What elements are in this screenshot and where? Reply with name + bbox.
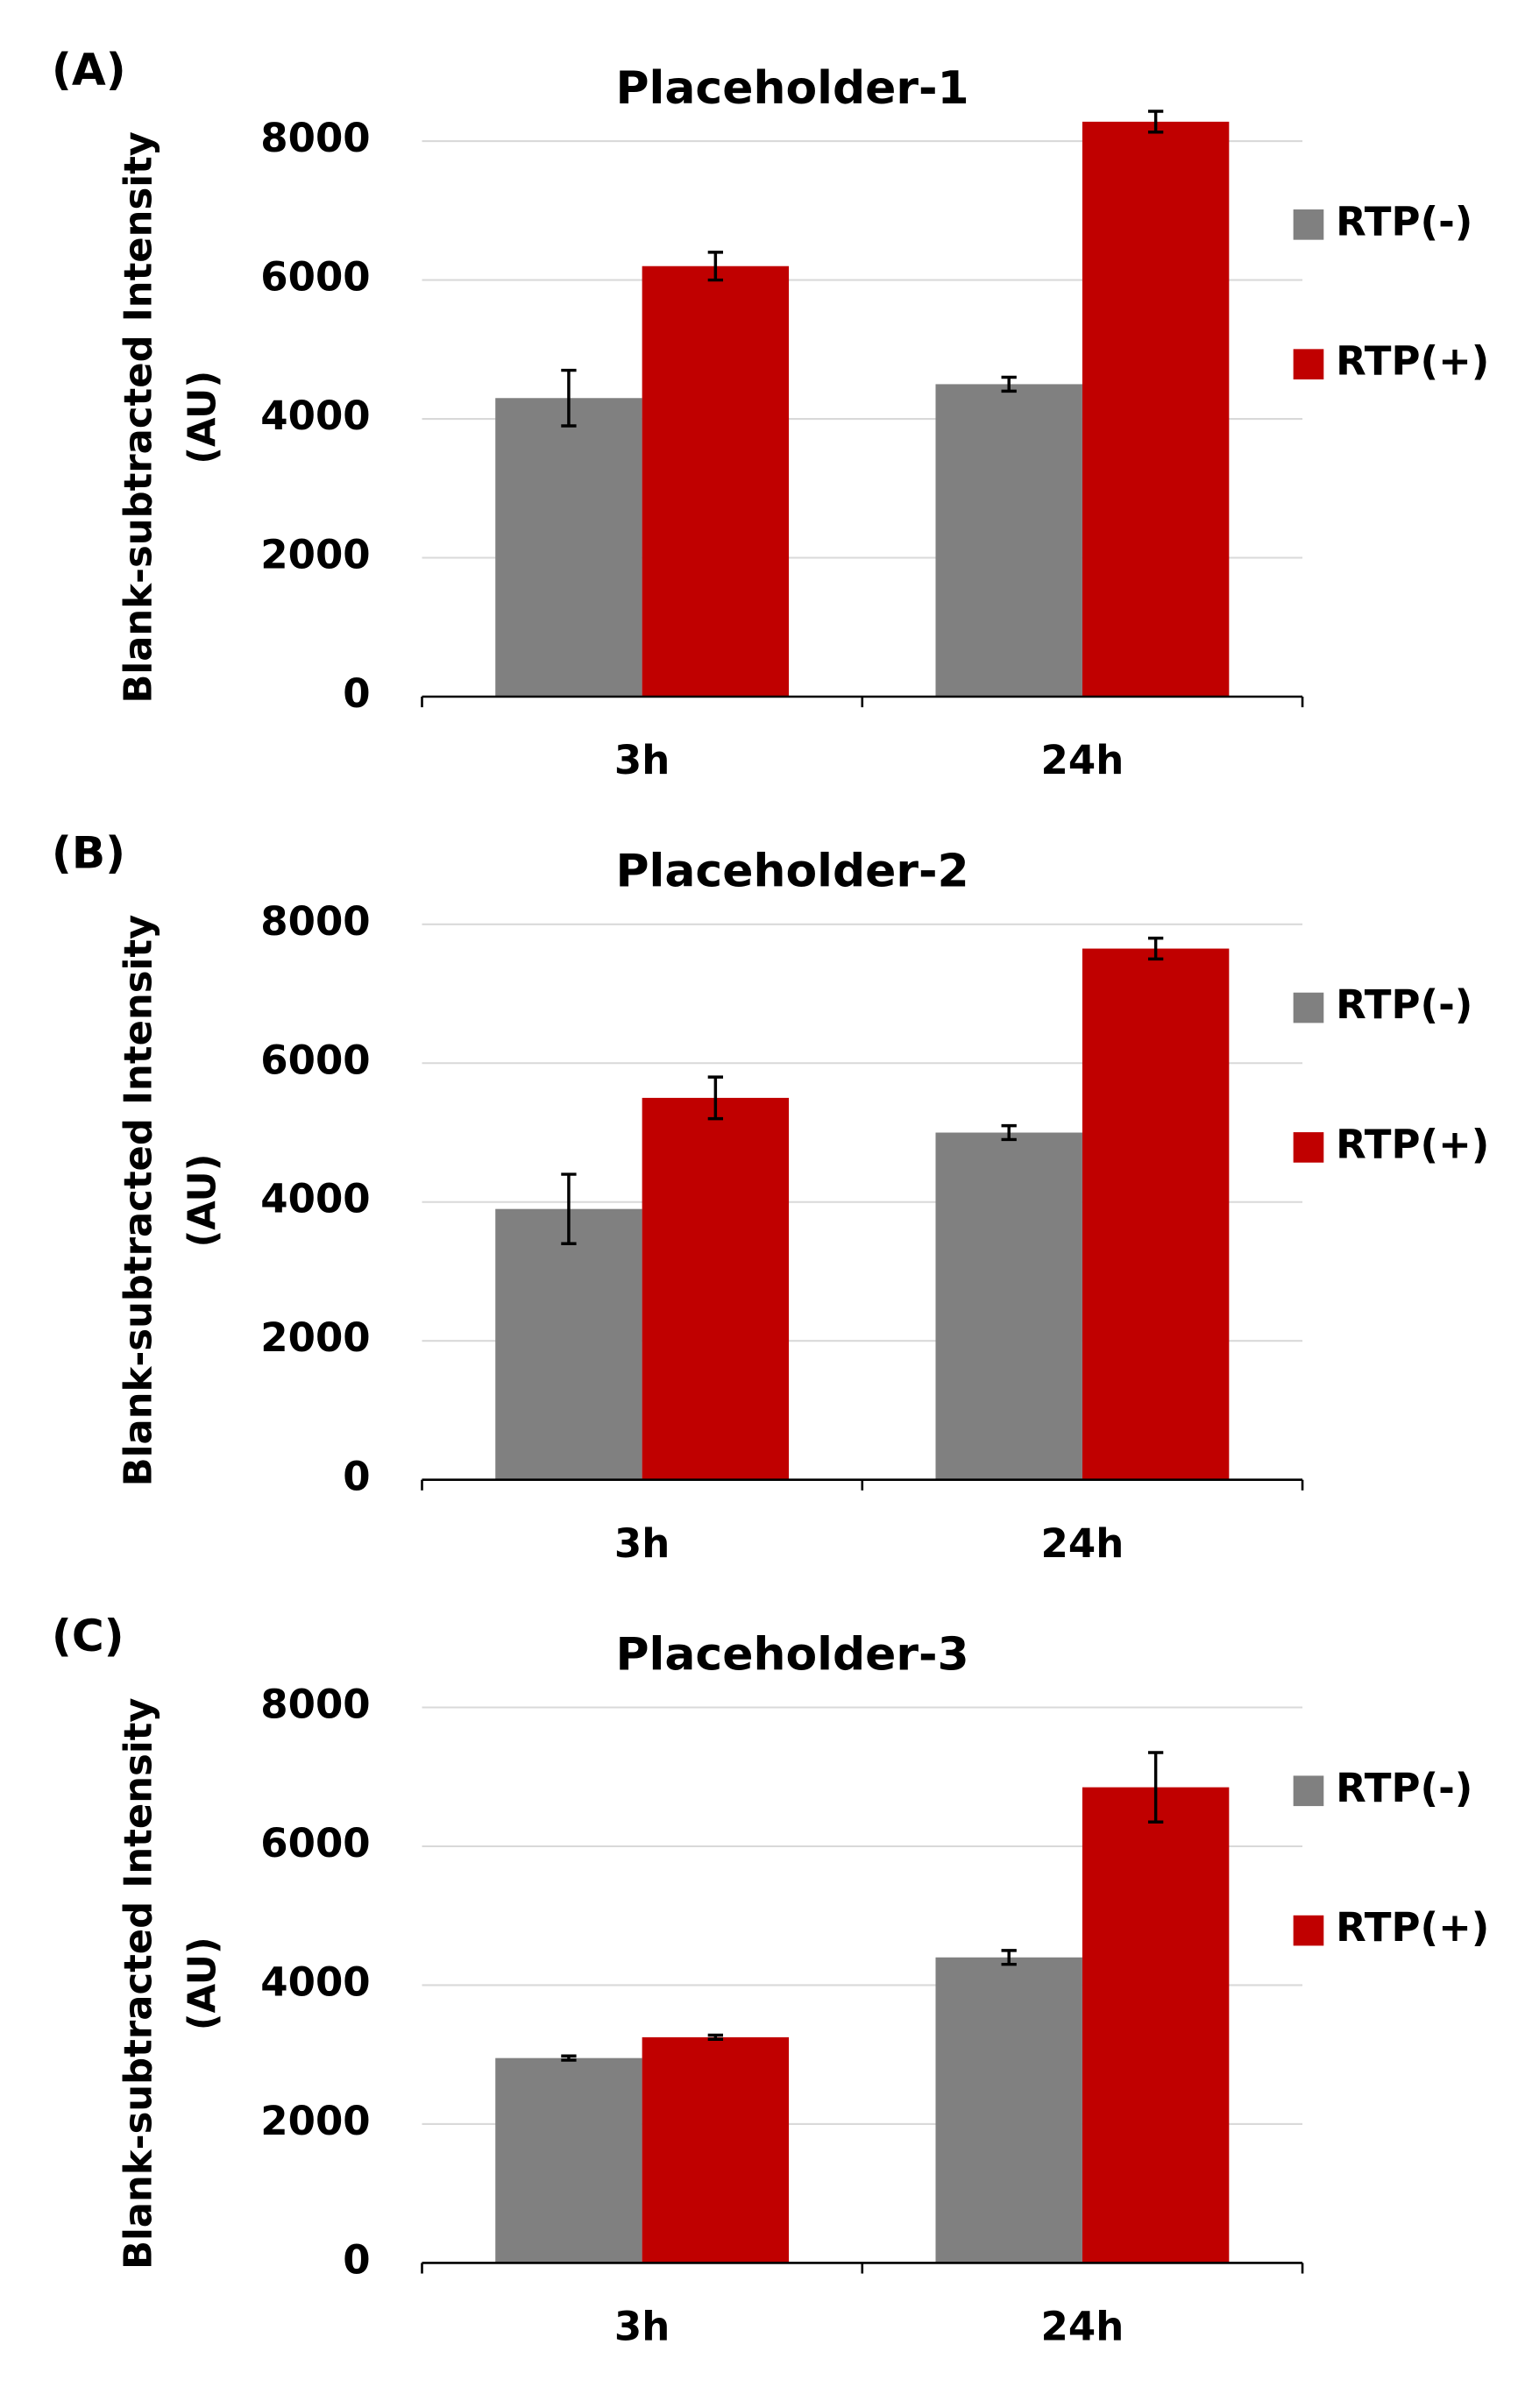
bar xyxy=(935,384,1082,697)
bar xyxy=(642,2036,790,2263)
error-bar xyxy=(561,368,577,428)
error-bar xyxy=(561,1172,577,1246)
bar xyxy=(642,266,790,697)
bar xyxy=(642,1097,790,1480)
chart-title: Placeholder-3 xyxy=(615,1628,968,1681)
error-bar xyxy=(1001,1949,1017,1966)
bar xyxy=(495,1208,642,1480)
y-axis-label: (AU) xyxy=(181,371,224,464)
chart-title: Placeholder-2 xyxy=(615,846,968,898)
y-tick-label: 2000 xyxy=(260,2098,370,2144)
panel-label: (B) xyxy=(52,826,125,878)
y-tick-label: 4000 xyxy=(260,393,370,439)
y-axis-label: Blank-subtracted Intensity xyxy=(117,1697,161,2270)
error-bar xyxy=(707,251,724,282)
y-tick-label: 0 xyxy=(343,2236,370,2283)
chart-title: Placeholder-1 xyxy=(615,62,968,115)
legend-label: RTP(+) xyxy=(1336,1904,1489,1951)
y-tick-label: 0 xyxy=(343,1454,370,1500)
legend-label: RTP(-) xyxy=(1336,1765,1472,1811)
y-axis-label: (AU) xyxy=(181,1154,224,1248)
bar xyxy=(495,2057,642,2263)
y-tick-label: 4000 xyxy=(260,1958,370,2005)
bar xyxy=(935,1132,1082,1480)
error-bar xyxy=(707,2033,724,2041)
x-tick-label: 24h xyxy=(1041,2304,1124,2350)
legend-swatch xyxy=(1293,1915,1324,1946)
x-tick-label: 3h xyxy=(614,737,670,783)
legend-swatch xyxy=(1293,1132,1324,1163)
y-tick-label: 2000 xyxy=(260,532,370,578)
legend-label: RTP(-) xyxy=(1336,981,1472,1028)
chart-panel: (B) Placeholder-2 Blank-subtracted Intensi… xyxy=(52,826,1489,1567)
error-bar xyxy=(1147,110,1164,134)
y-tick-label: 0 xyxy=(343,670,370,717)
x-tick-label: 3h xyxy=(614,1520,670,1567)
chart-panel: (A) Placeholder-1 Blank-subtracted Intensi… xyxy=(52,44,1489,784)
panel-label: (A) xyxy=(52,44,126,96)
x-tick-label: 3h xyxy=(614,2304,670,2350)
bar xyxy=(1082,948,1230,1480)
panel-label: (C) xyxy=(52,1610,124,1661)
error-bar xyxy=(1001,1123,1017,1142)
error-bar xyxy=(1147,1751,1164,1824)
legend-swatch xyxy=(1293,209,1324,240)
error-bar xyxy=(561,2054,577,2062)
y-tick-label: 6000 xyxy=(260,1037,370,1083)
legend-label: RTP(+) xyxy=(1336,338,1489,385)
y-tick-label: 4000 xyxy=(260,1176,370,1222)
bar xyxy=(935,1957,1082,2263)
y-tick-label: 6000 xyxy=(260,1820,370,1866)
legend-swatch xyxy=(1293,992,1324,1023)
legend-swatch xyxy=(1293,349,1324,380)
x-tick-label: 24h xyxy=(1041,1520,1124,1567)
y-tick-label: 2000 xyxy=(260,1314,370,1361)
y-tick-label: 6000 xyxy=(260,254,370,301)
legend-swatch xyxy=(1293,1775,1324,1807)
legend-label: RTP(+) xyxy=(1336,1121,1489,1167)
bar xyxy=(1082,121,1230,697)
y-axis-label: Blank-subtracted Intensity xyxy=(117,915,161,1487)
y-tick-label: 8000 xyxy=(260,115,370,161)
y-tick-label: 8000 xyxy=(260,898,370,945)
y-axis-label: (AU) xyxy=(181,1937,224,2030)
chart-panel: (C) Placeholder-3 Blank-subtracted Intensi… xyxy=(52,1610,1489,2350)
error-bar xyxy=(1001,375,1017,393)
legend-label: RTP(-) xyxy=(1336,198,1472,244)
y-axis-label: Blank-subtracted Intensity xyxy=(117,131,161,704)
bar xyxy=(1082,1787,1230,2263)
error-bar xyxy=(1147,936,1164,961)
y-tick-label: 8000 xyxy=(260,1682,370,1728)
x-tick-label: 24h xyxy=(1041,737,1124,783)
error-bar xyxy=(707,1075,724,1121)
bar xyxy=(495,398,642,697)
